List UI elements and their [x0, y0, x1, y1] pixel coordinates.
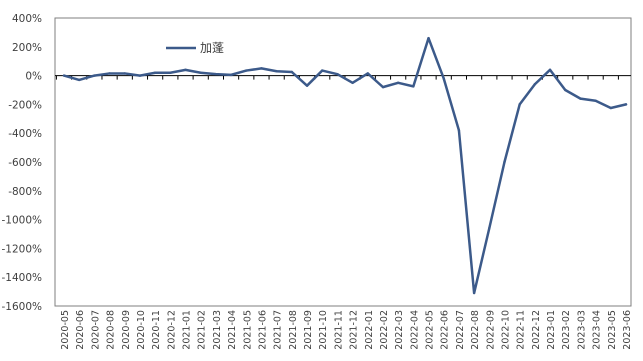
y-tick-label: 200%: [12, 42, 42, 54]
data-point: [412, 85, 415, 88]
y-tick-label: -200%: [8, 99, 42, 111]
data-point: [579, 97, 582, 100]
data-point: [336, 72, 339, 76]
data-point: [457, 129, 461, 132]
plot-area-border: [54, 17, 632, 307]
x-tick-label: 2023-05: [607, 310, 618, 350]
data-point: [518, 103, 521, 106]
x-tick-label: 2021-09: [303, 310, 314, 350]
y-tick-label: -1000%: [2, 215, 43, 227]
x-tick-label: 2022-04: [409, 310, 420, 350]
data-point: [533, 83, 537, 86]
data-point: [245, 69, 248, 72]
data-point: [548, 68, 552, 72]
y-tick-label: -800%: [8, 186, 42, 198]
x-tick-label: 2022-11: [516, 310, 527, 350]
y-tick-label: -1400%: [2, 272, 43, 284]
x-tick-label: 2021-02: [197, 310, 208, 350]
x-tick-label: 2022-03: [394, 310, 405, 350]
data-point: [609, 106, 613, 110]
data-point: [153, 71, 157, 74]
x-tick-label: 2022-05: [425, 310, 436, 350]
x-tick-label: 2021-12: [349, 310, 360, 350]
x-tick-label: 2020-09: [121, 310, 132, 350]
legend-label: 加蓬: [200, 41, 224, 55]
data-point: [442, 77, 445, 80]
x-tick-label: 2020-08: [106, 310, 117, 350]
x-tick-label: 2020-05: [60, 310, 71, 350]
data-point: [366, 72, 369, 75]
data-point: [381, 85, 385, 89]
data-point: [169, 71, 172, 74]
data-point: [275, 70, 278, 73]
data-point: [93, 74, 96, 77]
y-tick-label: -600%: [8, 157, 42, 169]
x-tick-label: 2021-04: [227, 310, 238, 350]
data-point: [229, 73, 233, 77]
x-tick-label: 2022-09: [485, 310, 496, 350]
data-point: [214, 72, 218, 76]
x-tick-label: 2020-10: [136, 310, 147, 350]
data-point: [564, 88, 567, 92]
data-point: [594, 99, 597, 103]
x-tick-label: 2023-04: [592, 310, 603, 350]
data-point: [351, 81, 354, 85]
data-point: [472, 291, 476, 295]
data-point: [290, 70, 294, 74]
x-tick-label: 2020-11: [151, 310, 162, 350]
series-line: [62, 36, 628, 295]
x-tick-label: 2022-02: [379, 310, 390, 350]
x-tick-label: 2021-10: [318, 310, 329, 350]
x-tick-label: 2020-07: [90, 310, 101, 350]
data-point: [396, 81, 400, 85]
data-point: [488, 227, 491, 230]
x-tick-label: 2022-08: [470, 310, 481, 350]
y-tick-label: -1200%: [2, 243, 43, 255]
y-tick-label: -1600%: [2, 301, 43, 313]
data-point: [199, 71, 202, 74]
x-tick-label: 2022-06: [440, 310, 451, 350]
data-point: [503, 160, 506, 164]
data-point: [305, 84, 309, 87]
y-tick-label: -400%: [8, 128, 42, 140]
x-tick-label: 2021-07: [273, 310, 284, 350]
x-tick-label: 2020-06: [75, 310, 86, 350]
x-tick-label: 2022-07: [455, 310, 466, 350]
y-tick-label: 400%: [12, 13, 42, 25]
data-point: [624, 103, 628, 106]
data-point: [184, 68, 187, 72]
x-tick-label: 2023-03: [576, 310, 587, 350]
data-point: [123, 72, 126, 75]
x-tick-label: 2021-11: [333, 310, 344, 350]
x-tick-label: 2021-06: [257, 310, 268, 350]
x-tick-label: 2020-12: [166, 310, 177, 350]
x-tick-label: 2023-01: [546, 310, 557, 350]
x-tick-label: 2021-01: [182, 310, 193, 350]
x-tick-label: 2022-12: [531, 310, 542, 350]
x-tick-label: 2021-05: [242, 310, 253, 350]
data-point: [427, 36, 430, 40]
x-tick-label: 2022-01: [364, 310, 375, 350]
x-tick-label: 2021-08: [288, 310, 299, 350]
x-tick-label: 2023-06: [622, 310, 633, 350]
y-tick-label: 0%: [25, 71, 42, 83]
x-tick-label: 2023-02: [561, 310, 572, 350]
x-tick-label: 2022-10: [500, 310, 511, 350]
data-point: [138, 74, 142, 77]
data-point: [260, 67, 263, 70]
data-point: [77, 78, 81, 82]
data-point: [62, 74, 66, 77]
x-tick-label: 2021-03: [212, 310, 223, 350]
data-point: [321, 69, 324, 72]
data-point: [108, 72, 111, 75]
